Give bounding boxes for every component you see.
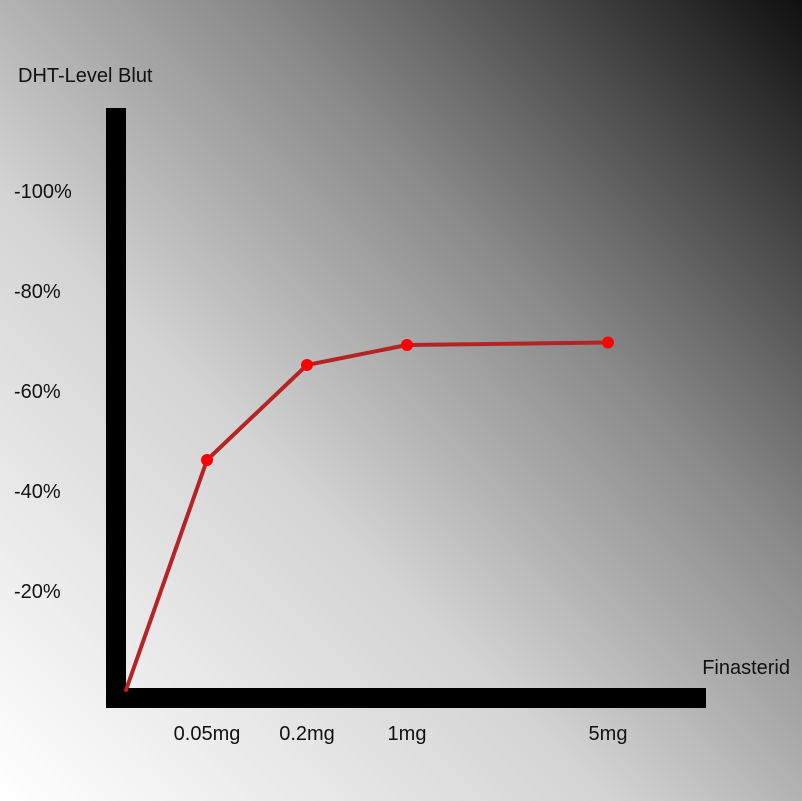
x-tick-label: 0.2mg bbox=[279, 723, 335, 745]
x-tick-label: 5mg bbox=[589, 723, 628, 745]
y-tick-label: -80% bbox=[14, 281, 61, 303]
x-axis-title: Finasterid bbox=[702, 657, 790, 679]
y-tick-label: -100% bbox=[14, 181, 72, 203]
x-tick-label: 0.05mg bbox=[174, 723, 241, 745]
series-line bbox=[124, 340, 610, 692]
data-point bbox=[602, 336, 614, 349]
data-point bbox=[201, 454, 213, 466]
x-axis-line bbox=[106, 688, 706, 708]
y-tick-label: -40% bbox=[14, 481, 61, 503]
x-tick-labels: 0.05mg 0.2mg 1mg 5mg bbox=[174, 723, 628, 745]
data-point bbox=[401, 339, 413, 351]
y-axis-line bbox=[106, 108, 126, 708]
y-axis-title: DHT-Level Blut bbox=[18, 65, 153, 87]
data-point bbox=[301, 359, 313, 371]
series-lines bbox=[124, 340, 610, 692]
y-tick-label: -20% bbox=[14, 581, 61, 603]
x-tick-label: 1mg bbox=[388, 723, 427, 745]
y-tick-label: -60% bbox=[14, 381, 61, 403]
y-tick-labels: -100% -80% -60% -40% -20% bbox=[14, 181, 72, 603]
series-points bbox=[201, 336, 614, 466]
